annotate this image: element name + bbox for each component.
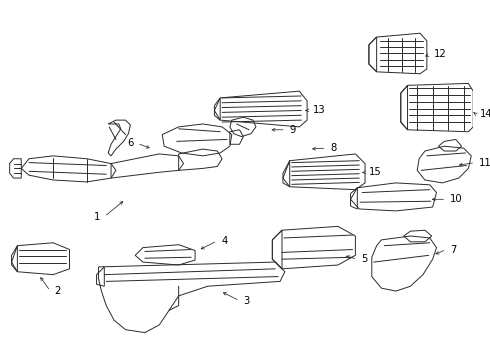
Text: 1: 1 [94, 212, 100, 222]
Text: 10: 10 [450, 194, 463, 204]
Text: 8: 8 [330, 143, 337, 153]
Text: 14: 14 [480, 109, 490, 119]
Text: 15: 15 [369, 167, 382, 177]
Text: 9: 9 [290, 125, 296, 135]
Text: 4: 4 [221, 236, 227, 246]
Text: 6: 6 [127, 138, 133, 148]
Text: 11: 11 [479, 158, 490, 168]
Text: 12: 12 [434, 49, 446, 59]
Text: 7: 7 [450, 244, 456, 255]
Text: 2: 2 [54, 286, 60, 296]
Text: 5: 5 [361, 254, 368, 264]
Text: 13: 13 [313, 105, 325, 116]
Text: 3: 3 [244, 296, 249, 306]
